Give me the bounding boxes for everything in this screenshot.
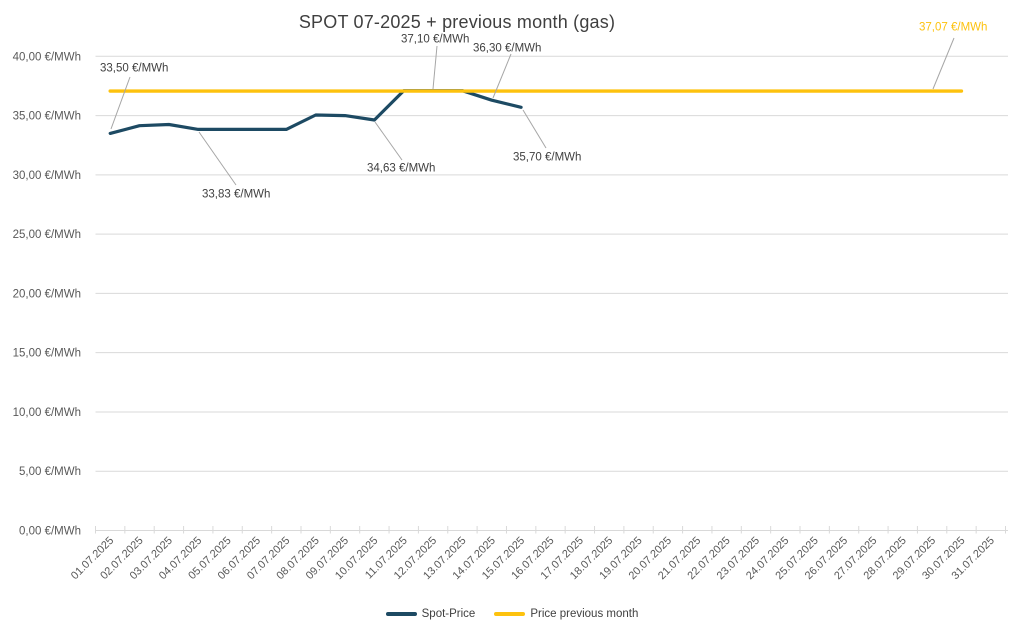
legend: Spot-Price Price previous month (0, 608, 1024, 620)
annotation-leader-line (522, 109, 547, 149)
spot-price-line (108, 89, 523, 135)
previous-month-line-swatch (494, 612, 526, 616)
legend-item-spot-price: Spot-Price (385, 608, 476, 620)
y-axis-tick-label: 40,00 €/MWh (13, 51, 81, 63)
data-label: 34,63 €/MWh (367, 163, 435, 175)
data-label: 33,83 €/MWh (202, 189, 270, 201)
legend-label-previous-month: Price previous month (530, 608, 639, 620)
data-label: 36,30 €/MWh (473, 43, 541, 55)
annotation-leader-line (198, 131, 237, 186)
annotation-leader-line (374, 121, 403, 161)
y-axis-tick-label: 35,00 €/MWh (13, 111, 81, 123)
legend-label-spot-price: Spot-Price (421, 608, 476, 620)
y-axis-tick-label: 25,00 €/MWh (13, 229, 81, 241)
annotation-leader-line (110, 76, 131, 130)
y-axis-tick-label: 0,00 €/MWh (19, 526, 81, 538)
y-axis-tick-label: 20,00 €/MWh (13, 288, 81, 300)
annotation-leader-line (432, 45, 438, 90)
legend-item-previous-month: Price previous month (494, 608, 638, 620)
data-label: 35,70 €/MWh (513, 152, 581, 164)
annotation-leader-line (932, 37, 955, 90)
data-label: 37,10 €/MWh (401, 34, 469, 46)
data-label: 33,50 €/MWh (100, 63, 168, 75)
y-axis-tick-label: 15,00 €/MWh (13, 348, 81, 360)
y-axis-tick-label: 30,00 €/MWh (13, 170, 81, 182)
data-label: 37,07 €/MWh (919, 22, 987, 34)
y-axis-tick-label: 5,00 €/MWh (19, 466, 81, 478)
annotation-leader-line (492, 53, 512, 99)
spot-price-line-swatch (385, 612, 417, 616)
y-axis-tick-label: 10,00 €/MWh (13, 407, 81, 419)
chart-title: SPOT 07-2025 + previous month (gas) (298, 12, 616, 32)
